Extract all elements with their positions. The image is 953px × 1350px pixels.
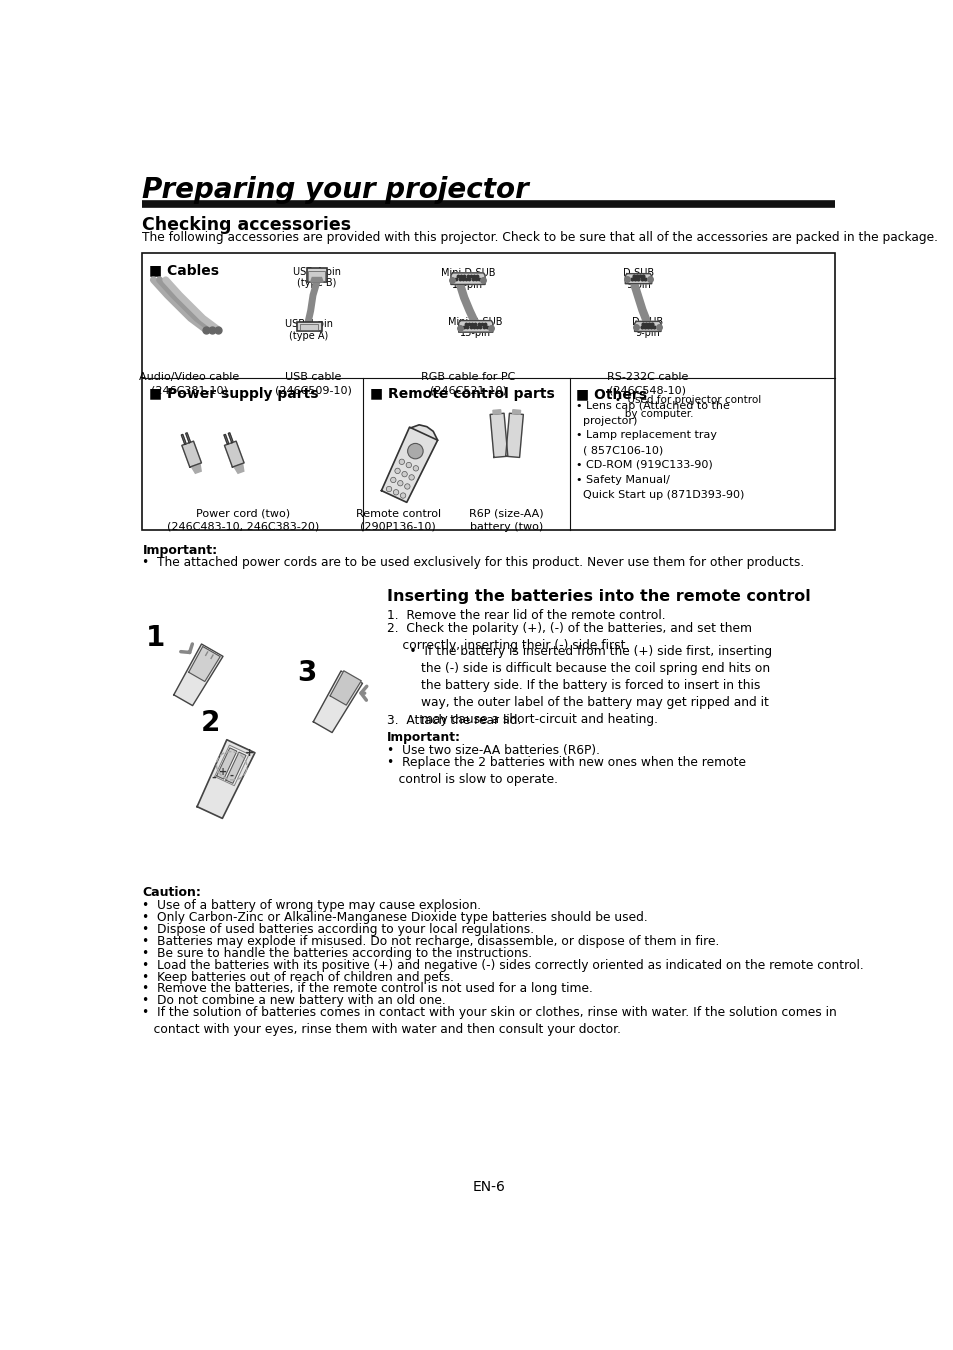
Text: 1: 1: [146, 624, 166, 652]
Text: +: +: [218, 767, 227, 776]
Circle shape: [397, 481, 402, 486]
Text: •  Remove the batteries, if the remote control is not used for a long time.: • Remove the batteries, if the remote co…: [142, 983, 593, 995]
Polygon shape: [330, 671, 361, 705]
Text: Mini D-SUB
15-pin: Mini D-SUB 15-pin: [440, 269, 495, 290]
Text: •  If the solution of batteries comes in contact with your skin or clothes, rins: • If the solution of batteries comes in …: [142, 1006, 837, 1037]
Text: D-SUB
9-pin: D-SUB 9-pin: [632, 317, 662, 339]
Text: •  If the battery is inserted from the (+) side first, inserting
        the (-): • If the battery is inserted from the (+…: [390, 645, 772, 726]
Circle shape: [413, 466, 418, 471]
Polygon shape: [189, 647, 220, 682]
Text: Important:: Important:: [386, 732, 460, 744]
Polygon shape: [182, 441, 201, 467]
Text: RGB cable for PC
(246C521-10): RGB cable for PC (246C521-10): [420, 373, 515, 396]
Text: •  Use of a battery of wrong type may cause explosion.: • Use of a battery of wrong type may cau…: [142, 899, 481, 911]
Polygon shape: [186, 433, 191, 443]
Polygon shape: [216, 748, 236, 779]
Polygon shape: [233, 463, 244, 474]
Text: 3.  Attach the rear lid.: 3. Attach the rear lid.: [386, 714, 520, 728]
Circle shape: [398, 459, 404, 464]
Polygon shape: [458, 320, 493, 332]
Text: •  Keep batteries out of reach of children and pets.: • Keep batteries out of reach of childre…: [142, 971, 454, 984]
Polygon shape: [224, 435, 229, 444]
Polygon shape: [228, 433, 233, 443]
Text: 2.  Check the polarity (+), (-) of the batteries, and set them
    correctly, in: 2. Check the polarity (+), (-) of the ba…: [386, 622, 751, 652]
Circle shape: [395, 468, 400, 474]
Text: D-SUB
9-pin: D-SUB 9-pin: [622, 269, 654, 290]
Text: 1.  Remove the rear lid of the remote control.: 1. Remove the rear lid of the remote con…: [386, 609, 664, 622]
Text: • Lens cap (Attached to the
  projector)
• Lamp replacement tray
  ( 857C106-10): • Lens cap (Attached to the projector) •…: [576, 401, 744, 500]
Text: •  Be sure to handle the batteries according to the instructions.: • Be sure to handle the batteries accord…: [142, 946, 532, 960]
Text: RS-232C cable
(246C548-10): RS-232C cable (246C548-10): [606, 373, 688, 396]
Text: 2: 2: [200, 709, 220, 737]
Text: •  Load the batteries with its positive (+) and negative (-) sides correctly ori: • Load the batteries with its positive (…: [142, 958, 863, 972]
Polygon shape: [173, 644, 223, 706]
Text: The following accessories are provided with this projector. Check to be sure tha: The following accessories are provided w…: [142, 231, 938, 244]
Text: USB 4-pin
(type A): USB 4-pin (type A): [285, 319, 333, 340]
Circle shape: [390, 478, 395, 483]
Text: Caution:: Caution:: [142, 886, 201, 899]
Polygon shape: [191, 463, 201, 474]
Bar: [299, 324, 318, 329]
Polygon shape: [512, 409, 520, 414]
Text: ■ Power supply parts: ■ Power supply parts: [149, 387, 318, 401]
Text: •  Used for projector control
   by computer.: • Used for projector control by computer…: [615, 396, 760, 418]
Text: •  Only Carbon-Zinc or Alkaline-Manganese Dioxide type batteries should be used.: • Only Carbon-Zinc or Alkaline-Manganese…: [142, 911, 648, 923]
Circle shape: [386, 486, 392, 491]
Text: Preparing your projector: Preparing your projector: [142, 176, 529, 204]
Circle shape: [401, 471, 407, 477]
Text: Remote control
(290P136-10): Remote control (290P136-10): [355, 509, 440, 532]
Text: Mini D-SUB
15-pin: Mini D-SUB 15-pin: [448, 317, 502, 339]
Bar: [308, 271, 325, 281]
Polygon shape: [505, 413, 523, 458]
Text: USB 4-pin
(type B): USB 4-pin (type B): [293, 267, 340, 289]
Polygon shape: [313, 671, 362, 733]
Text: 3: 3: [297, 659, 316, 687]
Text: •  The attached power cords are to be used exclusively for this product. Never u: • The attached power cords are to be use…: [142, 556, 804, 570]
Text: •  Batteries may explode if misused. Do not recharge, disassemble, or dispose of: • Batteries may explode if misused. Do n…: [142, 934, 720, 948]
Text: ■ Others: ■ Others: [576, 387, 647, 401]
Circle shape: [406, 462, 411, 467]
Text: ■ Cables: ■ Cables: [149, 263, 218, 278]
Bar: [307, 269, 327, 282]
Text: •  Replace the 2 batteries with new ones when the remote
   control is slow to o: • Replace the 2 batteries with new ones …: [386, 756, 745, 787]
Polygon shape: [624, 274, 651, 284]
Text: -: -: [230, 771, 233, 782]
Circle shape: [409, 475, 414, 481]
Text: EN-6: EN-6: [472, 1180, 505, 1193]
Text: Power cord (two)
(246C483-10, 246C383-20): Power cord (two) (246C483-10, 246C383-20…: [167, 509, 319, 532]
Polygon shape: [181, 435, 186, 444]
Polygon shape: [214, 745, 249, 786]
Bar: [296, 323, 321, 331]
Text: -: -: [212, 774, 216, 783]
Polygon shape: [311, 278, 323, 282]
Text: •  Do not combine a new battery with an old one.: • Do not combine a new battery with an o…: [142, 995, 446, 1007]
Circle shape: [404, 483, 410, 489]
Text: USB cable
(246C509-10): USB cable (246C509-10): [274, 373, 351, 396]
Polygon shape: [381, 425, 437, 502]
Polygon shape: [493, 409, 500, 414]
Text: Inserting the batteries into the remote control: Inserting the batteries into the remote …: [386, 590, 809, 605]
Polygon shape: [197, 740, 254, 818]
Polygon shape: [451, 273, 484, 285]
Circle shape: [400, 493, 405, 498]
Circle shape: [407, 443, 423, 459]
Text: •  Use two size-AA batteries (R6P).: • Use two size-AA batteries (R6P).: [386, 744, 599, 757]
Text: •  Dispose of used batteries according to your local regulations.: • Dispose of used batteries according to…: [142, 923, 534, 936]
Polygon shape: [226, 752, 246, 783]
Text: Audio/Video cable
(246C381-10): Audio/Video cable (246C381-10): [139, 373, 239, 396]
Polygon shape: [381, 427, 437, 502]
Text: ■ Remote control parts: ■ Remote control parts: [369, 387, 554, 401]
Polygon shape: [490, 413, 507, 458]
Polygon shape: [224, 441, 244, 467]
Text: +: +: [245, 748, 254, 757]
Text: R6P (size-AA)
battery (two): R6P (size-AA) battery (two): [469, 509, 543, 532]
Polygon shape: [634, 321, 660, 331]
Text: Important:: Important:: [142, 544, 217, 558]
Bar: [142, 252, 835, 531]
Text: Checking accessories: Checking accessories: [142, 216, 352, 234]
Circle shape: [393, 490, 398, 495]
